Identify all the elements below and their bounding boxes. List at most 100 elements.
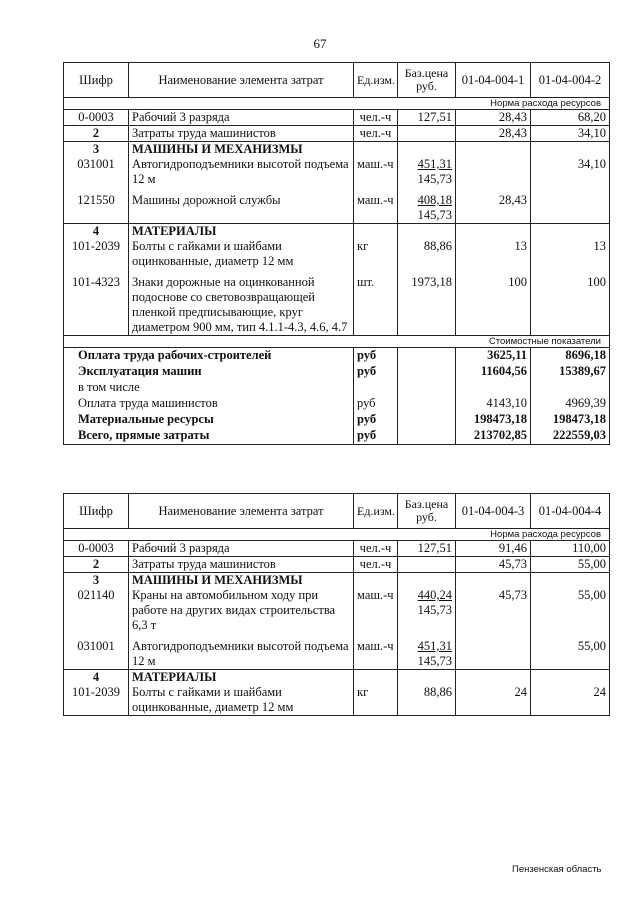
item-code: 121550 xyxy=(77,193,115,207)
cost-value: 15389,67 xyxy=(530,364,610,380)
item-block: 45,73 xyxy=(459,588,527,633)
item-name: Краны на автомобильном ходу при работе н… xyxy=(132,588,336,632)
header-unit: Ед.изм. xyxy=(353,493,398,529)
group-cell: 45,73 xyxy=(455,572,531,670)
item-unit: маш.-ч xyxy=(357,588,394,602)
cost-unit xyxy=(353,380,398,396)
item-code: 101-2039 xyxy=(72,685,120,699)
group-cell: 4 101-2039 xyxy=(63,669,129,716)
row-name: Затраты труда машинистов xyxy=(128,556,354,573)
row-price: 127,51 xyxy=(397,540,456,557)
cost-name: Всего, прямые затраты xyxy=(63,428,354,445)
group-cell: 3 031001 121550 xyxy=(63,141,129,224)
item-price-secondary: 145,73 xyxy=(417,654,452,668)
row-value: 28,43 xyxy=(455,109,531,126)
item-price: 440,24 xyxy=(417,588,452,602)
item-price-block: 88,86 xyxy=(401,239,452,269)
item-block: 101-2039 xyxy=(67,685,125,715)
spacer xyxy=(534,573,606,588)
group-cell: МАТЕРИАЛЫ Болты с гайками и шайбами оцинк… xyxy=(128,669,354,716)
item-name: Болты с гайками и шайбами оцинкованные, … xyxy=(132,239,294,268)
group-cell: 13 100 xyxy=(530,223,610,336)
group-cell: маш.-ч маш.-ч xyxy=(353,572,398,670)
row-name: Рабочий 3 разряда xyxy=(128,109,354,126)
item-price-block: 1973,18 xyxy=(401,275,452,335)
cost-price-empty xyxy=(397,380,456,396)
item-price-block: 88,86 xyxy=(401,685,452,715)
item-code: 031001 xyxy=(77,157,115,171)
cost-name: Оплата труда машинистов xyxy=(63,396,354,412)
item-price-secondary: 145,73 xyxy=(417,603,452,617)
item-price: 88,86 xyxy=(423,685,452,699)
group-number: 4 xyxy=(92,224,100,238)
group-cell: 55,00 55,00 xyxy=(530,572,610,670)
group-cell: 13 100 xyxy=(455,223,531,336)
cost-unit: руб xyxy=(353,396,398,412)
resource-table-1: Шифр Наименование элемента затрат Ед.изм. Б… xyxy=(63,62,610,445)
cost-price-empty xyxy=(397,347,456,364)
item-price: 451,31 xyxy=(417,157,452,171)
group-cell: МАТЕРИАЛЫ Болты с гайками и шайбами оцинк… xyxy=(128,223,354,336)
row-price: 127,51 xyxy=(397,109,456,126)
item-block: 021140 xyxy=(67,588,125,633)
item-block: кг xyxy=(357,685,394,715)
item-block: 100 xyxy=(534,275,606,335)
item-block: маш.-ч xyxy=(357,193,394,223)
cost-unit: руб xyxy=(353,412,398,428)
row-value: 68,20 xyxy=(530,109,610,126)
cost-value xyxy=(455,380,531,396)
cost-value: 8696,18 xyxy=(530,347,610,364)
group-row: 3 021140 031001 МАШИНЫ И МЕХАНИЗМЫ Краны на … xyxy=(63,572,610,670)
group-cell: 440,24 145,73 451,31 145,73 xyxy=(397,572,456,670)
item-block: 101-4323 xyxy=(67,275,125,335)
item-value: 34,10 xyxy=(577,157,606,171)
spacer xyxy=(459,573,527,588)
item-price-secondary: 145,73 xyxy=(417,208,452,222)
cost-name: Эксплуатация машин xyxy=(63,364,354,380)
footer-region: Пензенская область xyxy=(512,864,602,875)
item-name: Автогидроподъемники высотой подъема 12 м xyxy=(132,639,349,668)
row-unit: чел.-ч xyxy=(353,125,398,142)
item-value: 13 xyxy=(593,239,607,253)
spacer xyxy=(459,142,527,157)
item-value: 28,43 xyxy=(498,193,527,207)
item-block xyxy=(534,193,606,223)
cost-value: 4143,10 xyxy=(455,396,531,412)
item-code: 101-2039 xyxy=(72,239,120,253)
spacer xyxy=(534,142,606,157)
header-column: 01-04-004-2 xyxy=(530,62,610,98)
item-block: 13 xyxy=(534,239,607,269)
item-name: Знаки дорожные на оцинкованной подоснове… xyxy=(132,275,348,334)
cost-value: 11604,56 xyxy=(455,364,531,380)
group-title: МАШИНЫ И МЕХАНИЗМЫ xyxy=(132,142,303,156)
item-block: 101-2039 xyxy=(67,239,125,269)
item-price-block: 451,31 145,73 xyxy=(401,639,452,669)
item-value: 45,73 xyxy=(498,588,527,602)
group-cell: МАШИНЫ И МЕХАНИЗМЫ Автогидроподъемники вы… xyxy=(128,141,354,224)
item-price: 408,18 xyxy=(417,193,452,207)
row-value: 28,43 xyxy=(455,125,531,142)
cost-row: Оплата труда рабочих-строителей руб 3625,1… xyxy=(63,347,610,364)
item-block: шт. xyxy=(357,275,394,335)
item-block: 28,43 xyxy=(459,193,527,223)
cost-row: Эксплуатация машин руб 11604,56 15389,67 xyxy=(63,364,610,380)
item-name: Автогидроподъемники высотой подъема 12 м xyxy=(132,157,349,186)
row-unit: чел.-ч xyxy=(353,556,398,573)
item-block: 100 xyxy=(459,275,527,335)
item-value: 24 xyxy=(593,685,607,699)
item-name: Болты с гайками и шайбами оцинкованные, … xyxy=(132,685,294,714)
header-column: 01-04-004-3 xyxy=(455,493,531,529)
header-name: Наименование элемента затрат xyxy=(128,62,354,98)
header-price: Баз.цена руб. xyxy=(397,62,456,98)
row-value: 55,00 xyxy=(530,556,610,573)
row-unit: чел.-ч xyxy=(353,109,398,126)
section-row: Стоимостные показатели xyxy=(63,335,610,348)
item-code: 101-4323 xyxy=(72,275,120,289)
group-cell: 451,31 145,73 408,18 145,73 xyxy=(397,141,456,224)
cost-price-empty xyxy=(397,428,456,445)
header-column: 01-04-004-4 xyxy=(530,493,610,529)
cost-value: 213702,85 xyxy=(455,428,531,445)
cost-unit: руб xyxy=(353,347,398,364)
row-code: 2 xyxy=(63,125,129,142)
item-value: 55,00 xyxy=(577,588,606,602)
